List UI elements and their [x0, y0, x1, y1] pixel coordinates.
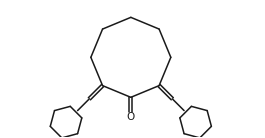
Text: O: O [127, 112, 135, 122]
